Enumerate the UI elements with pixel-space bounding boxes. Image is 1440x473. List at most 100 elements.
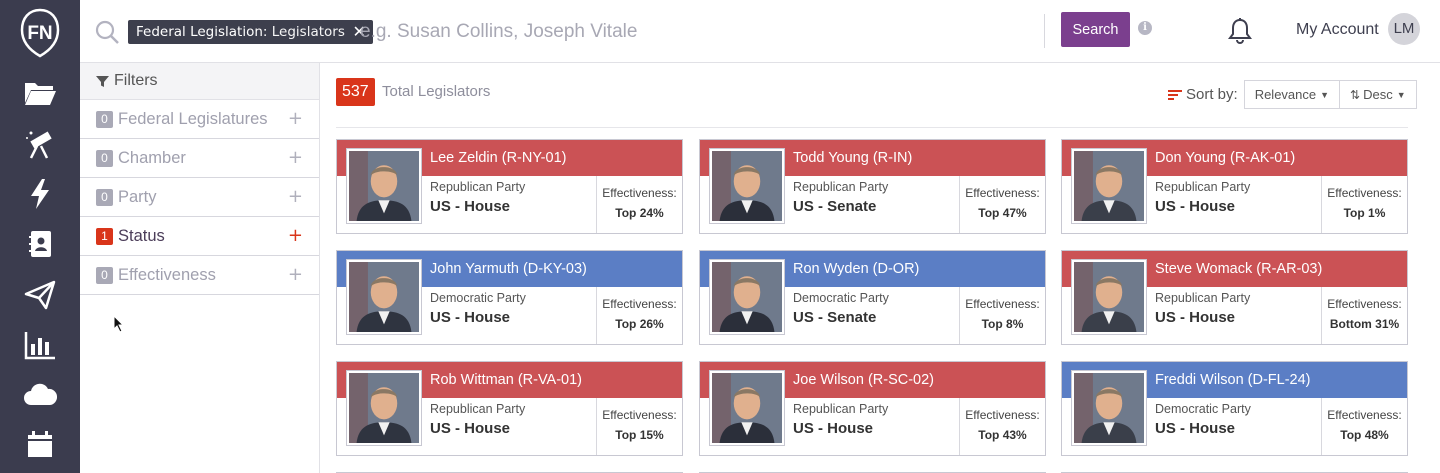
facet-label: Federal Legislatures bbox=[118, 109, 268, 128]
sort-lines-icon bbox=[1168, 89, 1182, 100]
chamber-label: US - House bbox=[1155, 420, 1236, 437]
search-icon bbox=[95, 20, 119, 44]
legislator-name[interactable]: Todd Young (R-IN) bbox=[793, 150, 913, 166]
results-area: 537 Total Legislators Sort by: Relevance… bbox=[320, 63, 1440, 473]
effectiveness-label: Effectiveness: bbox=[602, 186, 677, 200]
sort-order-select[interactable]: ⇅ Desc ▼ bbox=[1340, 80, 1417, 109]
legislator-card[interactable]: Rob Wittman (R-VA-01) Republican Party US … bbox=[336, 361, 683, 456]
nav-activity[interactable] bbox=[0, 174, 80, 214]
effectiveness-box: Effectiveness: Top 43% bbox=[959, 398, 1045, 455]
facet-federal-legislatures[interactable]: 0 Federal Legislatures + bbox=[80, 100, 319, 139]
sort-order-icon: ⇅ bbox=[1350, 87, 1361, 102]
divider bbox=[336, 127, 1408, 128]
effectiveness-value: Top 15% bbox=[615, 428, 664, 442]
legislator-card[interactable]: Joe Wilson (R-SC-02) Republican Party US -… bbox=[699, 361, 1046, 456]
info-icon[interactable]: i bbox=[1138, 21, 1152, 35]
sort-field-select[interactable]: Relevance ▼ bbox=[1243, 80, 1341, 109]
effectiveness-label: Effectiveness: bbox=[965, 408, 1040, 422]
legislator-name[interactable]: Joe Wilson (R-SC-02) bbox=[793, 372, 934, 388]
legislator-photo bbox=[1072, 149, 1146, 223]
search-button[interactable]: Search bbox=[1061, 12, 1130, 47]
effectiveness-box: Effectiveness: Top 8% bbox=[959, 287, 1045, 344]
effectiveness-box: Effectiveness: Top 26% bbox=[596, 287, 682, 344]
facet-count: 0 bbox=[96, 149, 113, 167]
party-label: Democratic Party bbox=[1155, 402, 1251, 416]
nav-analytics[interactable] bbox=[0, 325, 80, 365]
calendar-icon bbox=[28, 431, 52, 457]
facet-chamber[interactable]: 0 Chamber + bbox=[80, 139, 319, 178]
legislator-photo bbox=[347, 149, 421, 223]
plus-icon[interactable]: + bbox=[287, 108, 303, 129]
legislator-card[interactable]: Steve Womack (R-AR-03) Republican Party US… bbox=[1061, 250, 1408, 345]
party-label: Republican Party bbox=[793, 180, 889, 194]
legislator-name[interactable]: Rob Wittman (R-VA-01) bbox=[430, 372, 583, 388]
filters-header: Filters bbox=[80, 63, 319, 100]
effectiveness-value: Top 26% bbox=[615, 317, 664, 331]
legislator-name[interactable]: John Yarmuth (D-KY-03) bbox=[430, 261, 587, 277]
party-label: Republican Party bbox=[430, 180, 526, 194]
legislator-name[interactable]: Freddi Wilson (D-FL-24) bbox=[1155, 372, 1311, 388]
facet-count: 0 bbox=[96, 266, 113, 284]
search-input[interactable] bbox=[360, 18, 1020, 46]
divider bbox=[1044, 14, 1045, 48]
legislator-card[interactable]: Todd Young (R-IN) Republican Party US - Se… bbox=[699, 139, 1046, 234]
my-account-link[interactable]: My Account bbox=[1296, 21, 1379, 38]
legislator-name[interactable]: Ron Wyden (D-OR) bbox=[793, 261, 920, 277]
facet-count: 0 bbox=[96, 110, 113, 128]
facet-status[interactable]: 1 Status + bbox=[80, 217, 319, 256]
nav-cloud[interactable] bbox=[0, 375, 80, 415]
facet-party[interactable]: 0 Party + bbox=[80, 178, 319, 217]
effectiveness-label: Effectiveness: bbox=[1327, 408, 1402, 422]
paper-plane-icon bbox=[24, 280, 56, 310]
facet-effectiveness[interactable]: 0 Effectiveness + bbox=[80, 256, 319, 295]
chip-category: Federal Legislation: bbox=[136, 24, 268, 40]
chamber-label: US - House bbox=[1155, 309, 1236, 326]
legislator-name[interactable]: Lee Zeldin (R-NY-01) bbox=[430, 150, 567, 166]
plus-icon[interactable]: + bbox=[287, 147, 303, 168]
legislator-name[interactable]: Steve Womack (R-AR-03) bbox=[1155, 261, 1323, 277]
legislator-card[interactable]: John Yarmuth (D-KY-03) Democratic Party US… bbox=[336, 250, 683, 345]
legislator-card[interactable]: Freddi Wilson (D-FL-24) Democratic Party U… bbox=[1061, 361, 1408, 456]
total-count-badge: 537 bbox=[336, 78, 375, 106]
plus-icon[interactable]: + bbox=[287, 225, 303, 246]
bell-icon[interactable] bbox=[1227, 17, 1253, 45]
legislator-name[interactable]: Don Young (R-AK-01) bbox=[1155, 150, 1296, 166]
chip-value: Legislators bbox=[271, 24, 345, 40]
chamber-label: US - House bbox=[430, 420, 511, 437]
nav-discover[interactable] bbox=[0, 124, 80, 164]
contacts-book-icon bbox=[29, 231, 51, 257]
effectiveness-value: Bottom 31% bbox=[1329, 317, 1400, 331]
nav-folders[interactable] bbox=[0, 73, 80, 113]
caret-down-icon: ▼ bbox=[1320, 89, 1330, 100]
filters-title: Filters bbox=[114, 72, 158, 89]
nav-contacts[interactable] bbox=[0, 224, 80, 264]
filters-panel: Filters 0 Federal Legislatures + 0 Chamb… bbox=[80, 63, 320, 473]
legislator-photo bbox=[1072, 260, 1146, 334]
plus-icon[interactable]: + bbox=[287, 186, 303, 207]
legislator-photo bbox=[710, 371, 784, 445]
effectiveness-value: Top 48% bbox=[1340, 428, 1389, 442]
party-label: Republican Party bbox=[1155, 180, 1251, 194]
funnel-icon bbox=[96, 75, 109, 87]
effectiveness-label: Effectiveness: bbox=[602, 297, 677, 311]
fn-logo[interactable]: FN bbox=[19, 8, 61, 58]
effectiveness-label: Effectiveness: bbox=[965, 186, 1040, 200]
legislator-card[interactable]: Ron Wyden (D-OR) Democratic Party US - Sen… bbox=[699, 250, 1046, 345]
chamber-label: US - Senate bbox=[793, 198, 877, 215]
party-label: Democratic Party bbox=[793, 291, 889, 305]
party-label: Republican Party bbox=[430, 402, 526, 416]
nav-outreach[interactable] bbox=[0, 275, 80, 315]
legislator-card[interactable]: Don Young (R-AK-01) Republican Party US - … bbox=[1061, 139, 1408, 234]
legislator-photo bbox=[710, 260, 784, 334]
avatar[interactable]: LM bbox=[1388, 13, 1420, 45]
plus-icon[interactable]: + bbox=[287, 264, 303, 285]
effectiveness-value: Top 24% bbox=[615, 206, 664, 220]
party-label: Democratic Party bbox=[430, 291, 526, 305]
effectiveness-value: Top 1% bbox=[1343, 206, 1386, 220]
chamber-label: US - Senate bbox=[793, 309, 877, 326]
party-label: Republican Party bbox=[1155, 291, 1251, 305]
effectiveness-label: Effectiveness: bbox=[602, 408, 677, 422]
nav-calendar[interactable] bbox=[0, 425, 80, 465]
legislator-card[interactable]: Lee Zeldin (R-NY-01) Republican Party US -… bbox=[336, 139, 683, 234]
bar-chart-icon bbox=[24, 332, 55, 360]
